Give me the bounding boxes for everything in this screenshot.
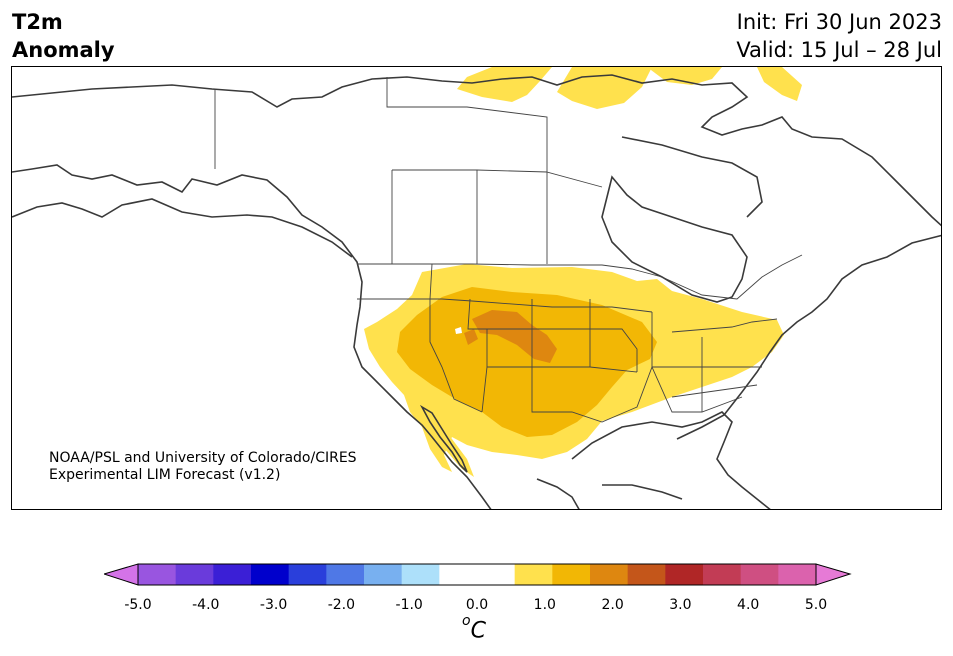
colorbar-unit: oC	[462, 613, 486, 644]
credit-text: NOAA/PSL and University of Colorado/CIRE…	[49, 450, 357, 484]
map-panel	[11, 66, 942, 510]
colorbar-cell	[175, 564, 214, 585]
colorbar-cell	[364, 564, 403, 585]
anomaly-hole	[455, 327, 462, 334]
title-variable: T2m	[12, 10, 63, 34]
colorbar-tick-label: -4.0	[192, 597, 220, 613]
colorbar-tick-label: 1.0	[533, 597, 556, 613]
anomaly-region-arctic-2	[557, 67, 652, 109]
colorbar-cell	[627, 564, 666, 585]
anomaly-region-dark-small	[464, 329, 478, 345]
colorbar-cell	[778, 564, 817, 585]
colorbar-cell	[213, 564, 252, 585]
colorbar-max-extend	[815, 563, 852, 586]
colorbar-tick-label: 3.0	[669, 597, 692, 613]
colorbar-cell	[665, 564, 704, 585]
colorbar-outline	[137, 563, 817, 586]
political-borders	[214, 77, 803, 423]
anomaly-region-medium	[397, 287, 657, 437]
colorbar-tick-label: 0.0	[465, 597, 489, 613]
colorbar-cell	[288, 564, 327, 585]
unit-celsius: C	[470, 618, 486, 644]
map-title: T2m Anomaly	[12, 8, 115, 64]
forecast-dates: Init: Fri 30 Jun 2023 Valid: 15 Jul – 28…	[736, 8, 942, 64]
colorbar-cell	[401, 564, 440, 585]
coastlines	[12, 74, 941, 509]
init-date: Init: Fri 30 Jun 2023	[736, 10, 942, 34]
colorbar-cell	[590, 564, 629, 585]
title-type: Anomaly	[12, 38, 115, 62]
colorbar-tick-label: -1.0	[395, 597, 423, 613]
colorbar-tick-label: -3.0	[259, 597, 288, 613]
colorbar-cell	[439, 564, 478, 585]
colorbar-cell	[740, 564, 779, 585]
colorbar-cell	[703, 564, 742, 585]
colorbar-tick-label: -2.0	[327, 597, 356, 613]
colorbar-tick-label: 2.0	[601, 597, 624, 613]
colorbar-cells	[138, 564, 817, 585]
unit-degree: o	[462, 613, 471, 629]
colorbar-cell	[552, 564, 591, 585]
anomaly-region-arctic-4	[757, 67, 802, 101]
colorbar-tick-label: 4.0	[737, 597, 760, 613]
anomaly-region-dark	[472, 310, 557, 363]
colorbar-cell	[477, 564, 516, 585]
valid-range: Valid: 15 Jul – 28 Jul	[736, 38, 942, 62]
colorbar-tick-label: -5.0	[124, 597, 152, 613]
colorbar-cell	[514, 564, 553, 585]
anomaly-map	[12, 67, 941, 509]
colorbar-cell	[138, 564, 177, 585]
anomaly-region-arctic-1	[457, 67, 552, 102]
credit-line-2: Experimental LIM Forecast (v1.2)	[49, 467, 281, 483]
colorbar-cell	[251, 564, 290, 585]
colorbar-min-extend	[104, 563, 139, 586]
colorbar-tick-label: 5.0	[804, 597, 828, 613]
colorbar	[104, 563, 852, 586]
credit-line-1: NOAA/PSL and University of Colorado/CIRE…	[49, 450, 357, 466]
colorbar-cell	[326, 564, 365, 585]
